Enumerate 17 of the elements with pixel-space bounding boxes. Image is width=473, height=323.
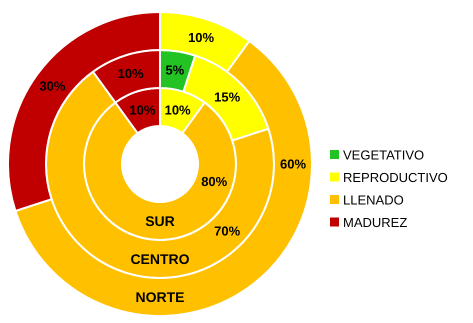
data-label: 80% [201,174,228,190]
legend-label: MADUREZ [343,215,408,230]
legend-label: LLENADO [343,192,404,208]
legend-label: VEGETATIVO [343,148,424,163]
data-label: 70% [214,224,241,239]
data-label: 30% [39,78,66,94]
legend-label: REPRODUCTIVO [343,170,448,186]
slice-label: SUR [145,212,175,229]
data-label: 10% [129,102,156,118]
data-label: 15% [214,89,241,104]
slice-label: CENTRO [130,250,190,267]
data-label: 10% [164,102,192,118]
slice-label: NORTE [136,288,184,305]
data-label: 10% [118,66,144,82]
data-label: 60% [280,156,306,172]
data-label: 10% [188,30,215,46]
data-label: 5% [165,62,185,78]
